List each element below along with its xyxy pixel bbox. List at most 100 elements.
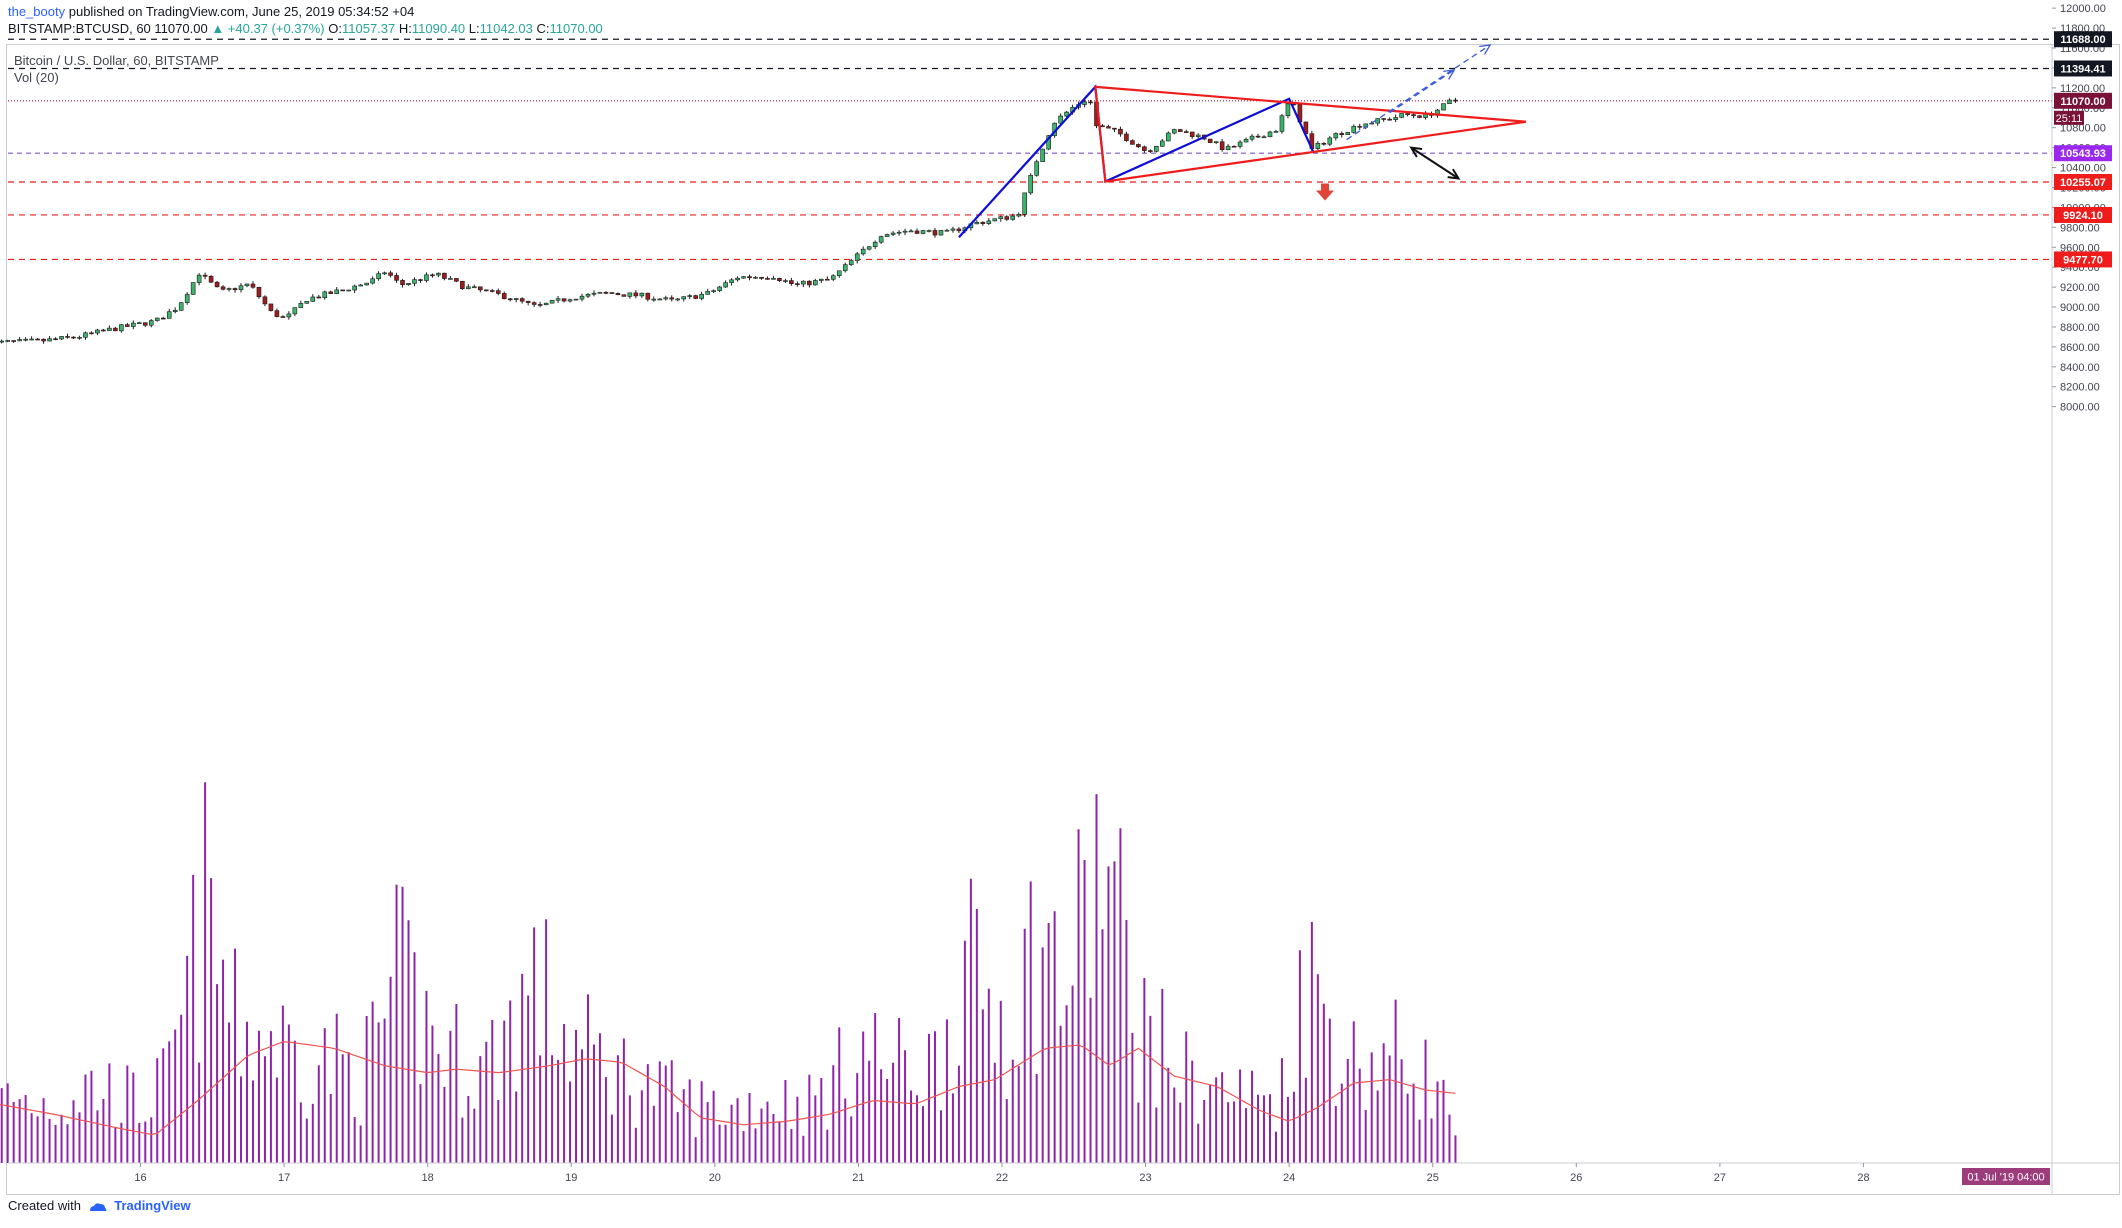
candle-body (639, 292, 645, 297)
projection-arrow (1346, 44, 1491, 141)
level-badge-label: 10543.93 (2060, 148, 2106, 160)
candle-body (346, 289, 351, 292)
candle-body (591, 292, 597, 295)
candle-body (382, 272, 387, 275)
candle-body (908, 230, 914, 233)
candle-body (1207, 138, 1213, 143)
candle-body (352, 285, 357, 291)
candle-body (675, 298, 681, 301)
candle-body (657, 298, 663, 301)
candle-body (1165, 132, 1171, 142)
candle-body (119, 324, 124, 332)
candle-body (466, 286, 471, 290)
candle-body (1237, 141, 1243, 147)
footer: Created with TradingView (8, 1198, 191, 1213)
price-tick-label: 8800.00 (2060, 322, 2100, 334)
candle-body (801, 280, 806, 285)
candle-body (783, 280, 788, 282)
candle-body (1333, 133, 1339, 139)
legend-title: Bitcoin / U.S. Dollar, 60, BITSTAMP (14, 53, 219, 68)
tradingview-cloud-icon (89, 1202, 106, 1211)
candle-body (334, 289, 340, 294)
candle-body (789, 280, 794, 284)
candle-body (501, 293, 507, 300)
candle-body (274, 310, 280, 317)
candle-body (1118, 128, 1123, 135)
candle-body (717, 286, 722, 291)
candle-body (430, 274, 435, 277)
candle-body (926, 230, 932, 232)
projection-arrow (1389, 69, 1455, 114)
price-change: ▲ +40.37 (+0.37%) (211, 21, 325, 36)
candle-body (1022, 192, 1028, 215)
candle-body (238, 285, 244, 291)
candle-body (148, 320, 154, 326)
ohlc-summary: BITSTAMP:BTCUSD, 60 11070.00 ▲ +40.37 (+… (8, 21, 603, 36)
time-tick-label: 25 (1427, 1172, 1439, 1184)
last-price: 11070.00 (154, 21, 208, 36)
candle-body (262, 296, 268, 305)
candle-body (1417, 115, 1422, 118)
candle-body (519, 298, 525, 302)
candle-body (848, 260, 854, 265)
chart-frame[interactable] (6, 44, 2120, 1195)
tradingview-brand[interactable]: TradingView (114, 1198, 191, 1213)
candle-body (920, 230, 926, 234)
candle-body (824, 278, 830, 281)
price-tick-label: 8000.00 (2060, 402, 2100, 414)
candle-body (142, 322, 148, 326)
candle-body (585, 293, 591, 297)
level-badge-label: 9924.10 (2063, 210, 2103, 222)
candle-body (884, 234, 890, 237)
author-link[interactable]: the_booty (8, 4, 66, 19)
candle-body (507, 298, 513, 301)
candle-body (1016, 213, 1022, 217)
candle-body (1040, 148, 1045, 163)
candle-body (220, 286, 226, 290)
time-tick-label: 26 (1570, 1172, 1582, 1184)
price-tick-label: 9800.00 (2060, 222, 2100, 234)
candle-body (836, 270, 842, 277)
candle-body (77, 337, 82, 339)
price-tick-label: 11200.00 (2060, 83, 2105, 95)
level-badge (2054, 173, 2112, 190)
candle-body (113, 327, 118, 332)
candle-body (202, 274, 208, 277)
candle-body (376, 273, 381, 280)
candle-body (1034, 161, 1039, 176)
candle-body (1082, 101, 1087, 105)
candle-body (872, 241, 878, 248)
candle-body (388, 272, 393, 276)
candle-body (214, 281, 220, 288)
level-badge (2054, 145, 2112, 162)
candle-body (777, 278, 782, 282)
candle-body (1387, 118, 1392, 121)
candle-body (1411, 114, 1416, 117)
candle-body (902, 230, 908, 233)
candle-body (1058, 115, 1063, 124)
candle-body (890, 232, 896, 235)
candle-body (1028, 174, 1033, 194)
candle-body (1243, 138, 1249, 143)
chart-header: the_booty published on TradingView.com, … (0, 0, 2122, 40)
candle-body (304, 301, 310, 304)
low-value: 11042.03 (479, 21, 533, 36)
candle-body (621, 294, 627, 297)
candle-body (1321, 143, 1327, 145)
price-tick-label: 8200.00 (2060, 382, 2100, 394)
candle-body (358, 284, 363, 287)
candle-body (154, 317, 160, 321)
price-tick-label: 9000.00 (2060, 302, 2100, 314)
candle-body (208, 276, 214, 283)
candle-body (579, 295, 585, 300)
candle-body (5, 340, 10, 342)
candle-body (0, 340, 5, 343)
candle-body (59, 336, 64, 340)
candle-body (268, 303, 274, 311)
projection-arrow-head (1443, 69, 1456, 80)
candle-body (1351, 125, 1357, 133)
candle-body (513, 298, 519, 300)
sell-arrow-icon (1316, 183, 1335, 201)
price-tick-label: 8600.00 (2060, 342, 2100, 354)
